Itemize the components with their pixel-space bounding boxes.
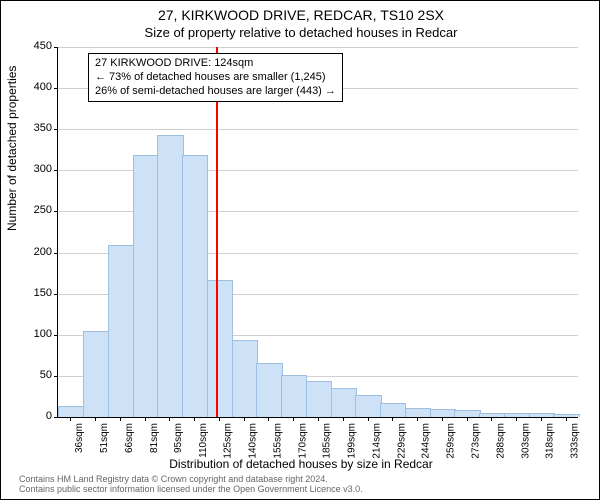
y-tick-mark xyxy=(54,170,58,171)
x-tick-mark xyxy=(194,417,195,421)
annotation-box: 27 KIRKWOOD DRIVE: 124sqm← 73% of detach… xyxy=(88,53,343,102)
histogram-bar xyxy=(58,406,84,417)
histogram-bar xyxy=(157,135,183,417)
y-tick-label: 100 xyxy=(22,328,52,340)
x-tick-label: 199sqm xyxy=(347,423,358,459)
x-tick-mark xyxy=(541,417,542,421)
x-tick-label: 125sqm xyxy=(223,423,234,459)
x-tick-label: 288sqm xyxy=(495,423,506,459)
grid-line xyxy=(58,47,578,48)
x-tick-mark xyxy=(467,417,468,421)
y-tick-mark xyxy=(54,211,58,212)
histogram-bar xyxy=(306,381,332,417)
x-tick-label: 110sqm xyxy=(198,423,209,458)
y-tick-mark xyxy=(54,88,58,89)
x-tick-label: 318sqm xyxy=(545,423,556,459)
x-tick-label: 244sqm xyxy=(421,423,432,459)
x-tick-label: 81sqm xyxy=(149,423,160,453)
x-tick-label: 51sqm xyxy=(99,423,110,453)
x-tick-mark xyxy=(145,417,146,421)
y-tick-label: 350 xyxy=(22,122,52,134)
y-tick-label: 450 xyxy=(22,40,52,52)
histogram-bar xyxy=(108,245,134,417)
y-tick-label: 300 xyxy=(22,163,52,175)
histogram-bar xyxy=(232,340,258,417)
x-tick-mark xyxy=(219,417,220,421)
x-tick-mark xyxy=(442,417,443,421)
x-tick-mark xyxy=(392,417,393,421)
histogram-bar xyxy=(256,363,282,417)
histogram-bar xyxy=(380,403,406,417)
histogram-bar xyxy=(553,414,579,417)
x-tick-mark xyxy=(169,417,170,421)
histogram-bar xyxy=(529,413,555,417)
y-tick-mark xyxy=(54,376,58,377)
y-tick-label: 150 xyxy=(22,287,52,299)
x-tick-label: 66sqm xyxy=(124,423,135,453)
x-tick-label: 36sqm xyxy=(74,423,85,453)
x-tick-label: 259sqm xyxy=(446,423,457,459)
y-axis-label: Number of detached properties xyxy=(5,66,19,231)
x-tick-mark xyxy=(95,417,96,421)
y-tick-label: 0 xyxy=(22,410,52,422)
x-tick-mark xyxy=(368,417,369,421)
x-tick-label: 95sqm xyxy=(173,423,184,453)
annotation-line: 26% of semi-detached houses are larger (… xyxy=(95,85,336,99)
y-tick-mark xyxy=(54,335,58,336)
x-tick-mark xyxy=(120,417,121,421)
x-tick-label: 185sqm xyxy=(322,423,333,459)
x-tick-mark xyxy=(417,417,418,421)
x-axis-label: Distribution of detached houses by size … xyxy=(1,457,600,471)
histogram-bar xyxy=(83,331,109,418)
histogram-bar xyxy=(331,388,357,417)
x-tick-mark xyxy=(268,417,269,421)
annotation-line: ← 73% of detached houses are smaller (1,… xyxy=(95,71,336,85)
x-tick-label: 229sqm xyxy=(396,423,407,459)
grid-line xyxy=(58,129,578,130)
x-tick-label: 170sqm xyxy=(297,423,308,459)
x-tick-mark xyxy=(491,417,492,421)
y-tick-mark xyxy=(54,417,58,418)
y-tick-mark xyxy=(54,294,58,295)
histogram-bar xyxy=(207,280,233,417)
x-tick-mark xyxy=(318,417,319,421)
y-tick-mark xyxy=(54,129,58,130)
y-tick-label: 400 xyxy=(22,81,52,93)
histogram-bar xyxy=(133,155,159,417)
y-tick-mark xyxy=(54,47,58,48)
annotation-line: 27 KIRKWOOD DRIVE: 124sqm xyxy=(95,57,336,71)
x-tick-label: 214sqm xyxy=(372,423,383,459)
y-tick-label: 200 xyxy=(22,246,52,258)
y-tick-label: 50 xyxy=(22,369,52,381)
x-tick-label: 273sqm xyxy=(471,423,482,459)
x-tick-mark xyxy=(343,417,344,421)
x-tick-mark xyxy=(70,417,71,421)
x-tick-label: 303sqm xyxy=(520,423,531,459)
x-tick-mark xyxy=(293,417,294,421)
x-tick-mark xyxy=(566,417,567,421)
histogram-bar xyxy=(405,408,431,417)
chart-title: 27, KIRKWOOD DRIVE, REDCAR, TS10 2SX xyxy=(1,7,600,23)
x-tick-mark xyxy=(516,417,517,421)
x-tick-label: 333sqm xyxy=(570,423,581,459)
x-tick-label: 155sqm xyxy=(272,423,283,459)
x-tick-mark xyxy=(244,417,245,421)
plot-area: 05010015020025030035040045036sqm51sqm66s… xyxy=(57,47,578,418)
histogram-bar xyxy=(454,410,480,417)
chart-subtitle: Size of property relative to detached ho… xyxy=(1,25,600,40)
y-tick-label: 250 xyxy=(22,204,52,216)
histogram-bar xyxy=(355,395,381,417)
histogram-bar xyxy=(281,375,307,417)
marker-line xyxy=(216,47,218,417)
chart-container: 27, KIRKWOOD DRIVE, REDCAR, TS10 2SX Siz… xyxy=(0,0,600,500)
x-tick-label: 140sqm xyxy=(248,423,259,459)
histogram-bar xyxy=(182,155,208,417)
footnote-text: Contains HM Land Registry data © Crown c… xyxy=(19,475,363,495)
y-tick-mark xyxy=(54,253,58,254)
histogram-bar xyxy=(430,409,456,417)
